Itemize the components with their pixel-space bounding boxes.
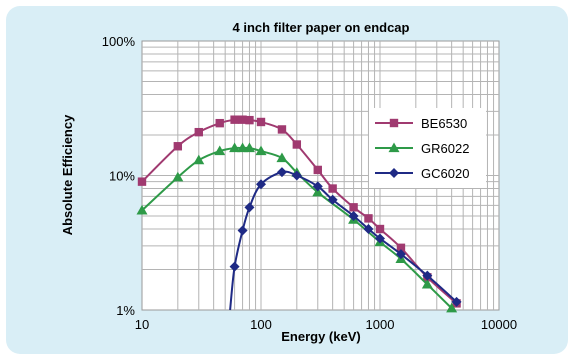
data-point bbox=[313, 165, 322, 175]
data-point bbox=[451, 296, 462, 307]
data-point bbox=[230, 115, 239, 124]
series-be6530 bbox=[137, 115, 461, 308]
data-point bbox=[214, 145, 226, 156]
data-point bbox=[421, 278, 433, 289]
legend-item-gr6022: GR6022 bbox=[375, 141, 469, 156]
data-point bbox=[348, 210, 359, 221]
chart-title: 4 inch filter paper on endcap bbox=[233, 20, 410, 35]
legend-item-gc6020: GC6020 bbox=[375, 166, 469, 181]
legend: BE6530 GR6022 GC6020 bbox=[369, 108, 486, 188]
data-point bbox=[396, 243, 406, 253]
data-point bbox=[349, 203, 358, 212]
data-point bbox=[328, 184, 337, 193]
data-point bbox=[136, 204, 148, 215]
series-line bbox=[141, 146, 453, 309]
x-tick-label: 1000 bbox=[366, 317, 395, 332]
data-point bbox=[229, 142, 241, 153]
y-tick-label: 10% bbox=[109, 169, 135, 184]
data-point bbox=[395, 249, 406, 260]
y-tick-label: 1% bbox=[116, 303, 135, 318]
data-point bbox=[446, 302, 458, 313]
data-point bbox=[193, 154, 205, 165]
data-point bbox=[194, 127, 203, 137]
data-point bbox=[237, 142, 249, 153]
data-point bbox=[422, 270, 433, 281]
legend-label: GR6022 bbox=[421, 141, 469, 156]
legend-swatch-marker bbox=[389, 118, 399, 128]
data-point bbox=[292, 140, 302, 149]
legend-swatch-marker bbox=[389, 168, 399, 178]
x-tick-label: 10000 bbox=[481, 317, 517, 332]
legend-swatch-marker bbox=[388, 142, 400, 153]
data-point bbox=[291, 170, 302, 181]
data-point bbox=[312, 181, 323, 192]
data-point bbox=[172, 171, 184, 182]
data-point bbox=[364, 214, 373, 223]
data-point bbox=[256, 179, 266, 190]
data-point bbox=[277, 125, 287, 134]
y-tick-label: 100% bbox=[102, 34, 136, 49]
data-point bbox=[255, 145, 267, 156]
data-point bbox=[229, 261, 240, 272]
data-point bbox=[237, 225, 248, 236]
data-point bbox=[363, 224, 374, 235]
legend-item-be6530: BE6530 bbox=[375, 116, 467, 131]
data-point bbox=[215, 118, 224, 128]
data-point bbox=[244, 202, 255, 213]
y-axis-label: Absolute Efficiency bbox=[60, 114, 75, 235]
data-point bbox=[238, 115, 247, 124]
legend-label: GC6020 bbox=[421, 166, 469, 181]
data-point bbox=[375, 233, 385, 244]
y-tick-labels: 1% 10% 100% bbox=[102, 34, 136, 318]
x-axis-label: Energy (keV) bbox=[281, 329, 360, 344]
data-point bbox=[245, 115, 254, 125]
data-point bbox=[276, 167, 287, 178]
x-tick-labels: 10 100 1000 10000 bbox=[135, 317, 517, 332]
data-point bbox=[276, 152, 288, 163]
legend-label: BE6530 bbox=[421, 116, 467, 131]
series-gc6020 bbox=[229, 167, 462, 311]
data-point bbox=[312, 186, 324, 197]
data-point bbox=[375, 224, 385, 234]
x-tick-label: 100 bbox=[250, 317, 272, 332]
data-point bbox=[256, 117, 266, 127]
data-point bbox=[173, 142, 183, 151]
data-point bbox=[327, 194, 338, 205]
series-layer bbox=[136, 115, 462, 313]
data-point bbox=[137, 177, 147, 186]
data-point bbox=[243, 142, 255, 153]
x-tick-label: 10 bbox=[135, 317, 149, 332]
